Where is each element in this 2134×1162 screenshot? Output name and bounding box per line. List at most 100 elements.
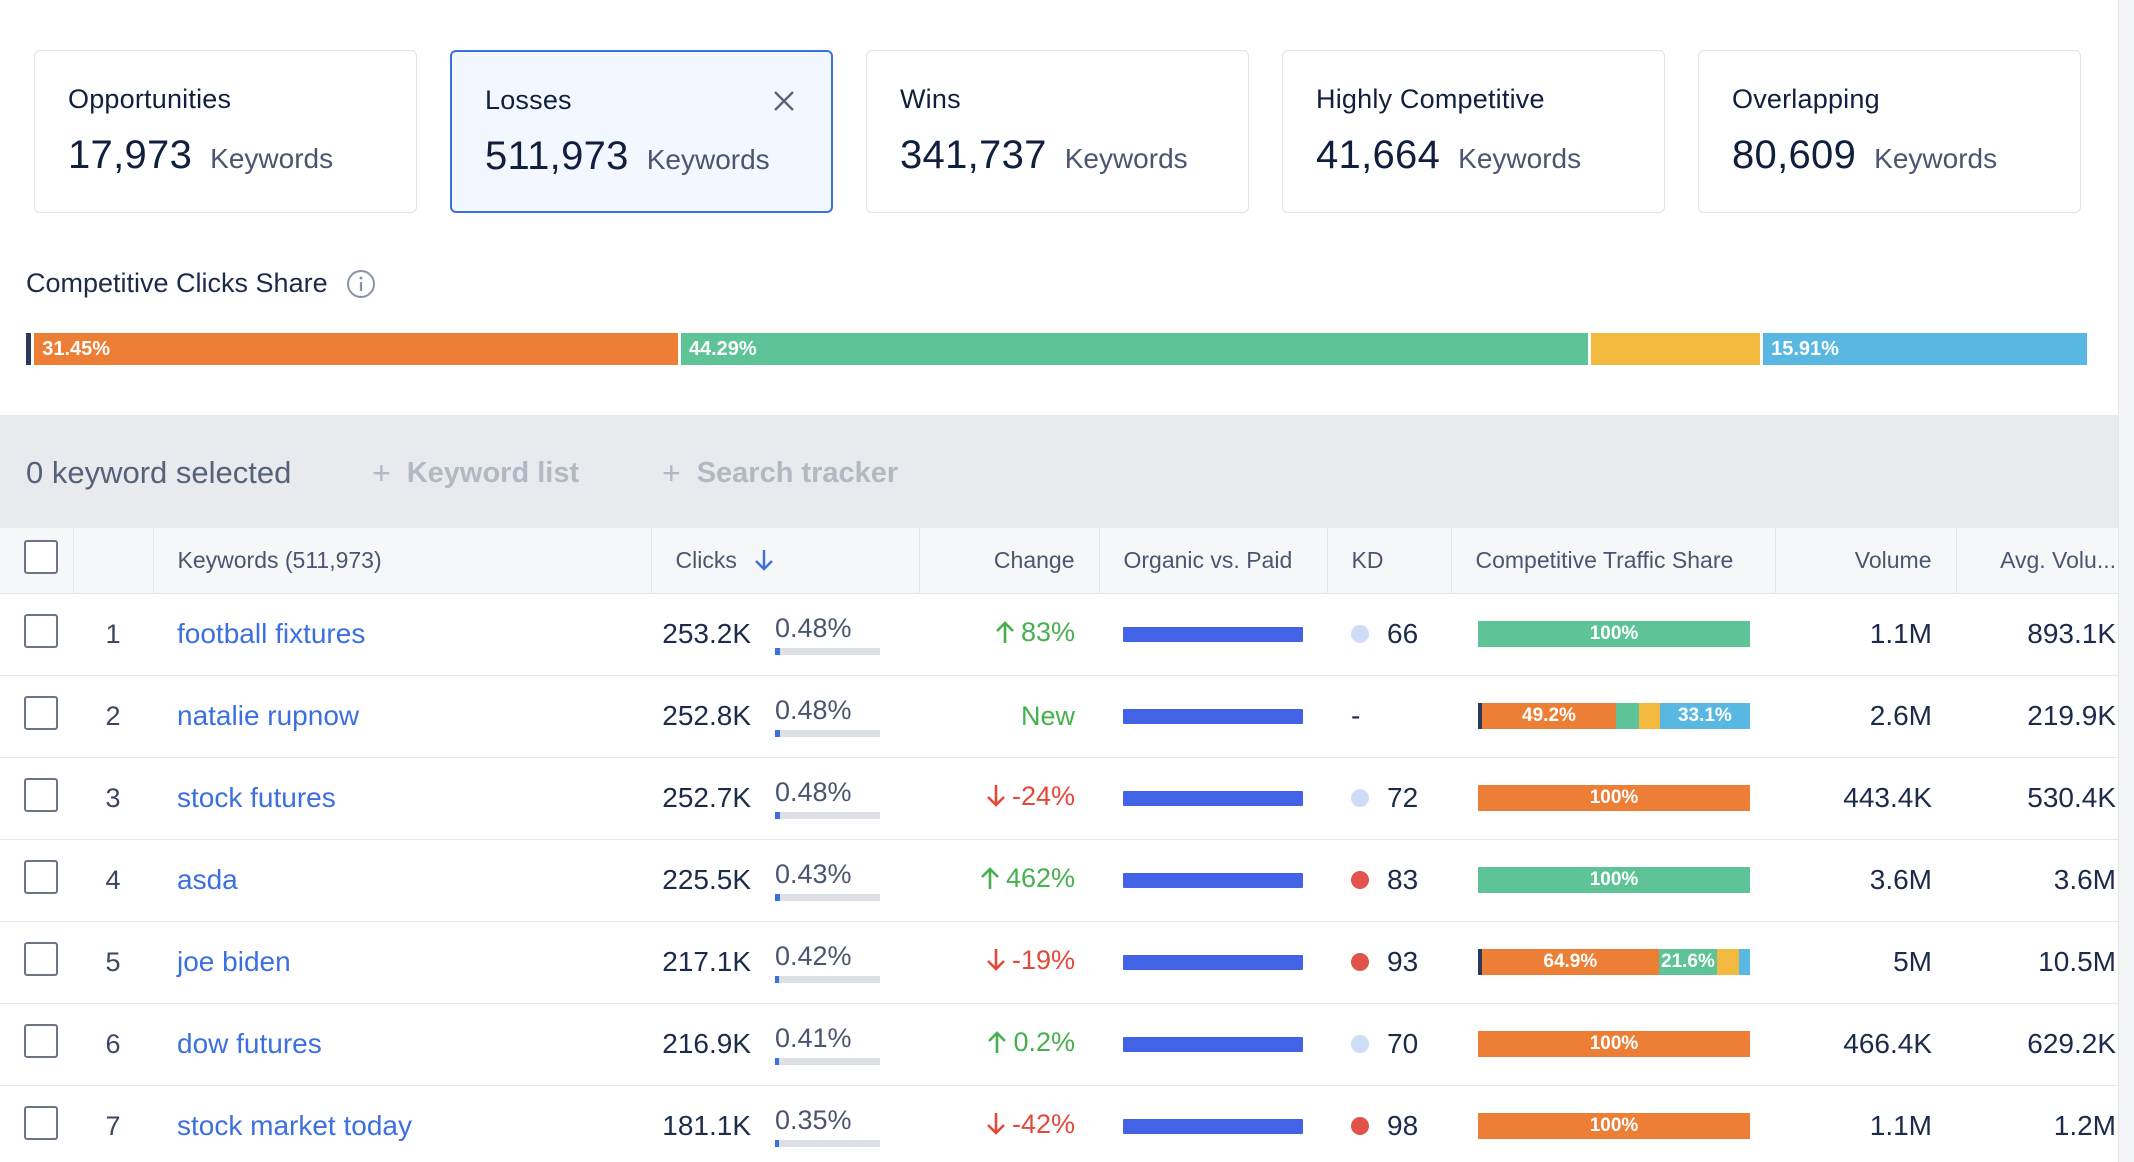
select-all-checkbox[interactable] <box>24 540 58 575</box>
summary-card[interactable]: Losses 511,973 Keywords <box>450 50 833 213</box>
table-row: 3 stock futures 252.7K 0.48% -24% 72 100% 443.4… <box>0 757 2118 840</box>
keyword-link[interactable]: football fixtures <box>177 618 366 649</box>
vertical-scrollbar[interactable] <box>2118 0 2134 1162</box>
traffic-share-bar[interactable]: 100% <box>1478 621 1750 647</box>
competitive-clicks-share-title: Competitive Clicks Share <box>26 268 376 299</box>
summary-card[interactable]: Opportunities 17,973 Keywords <box>34 50 417 213</box>
change-text: 0.2% <box>1013 1026 1075 1057</box>
close-icon[interactable] <box>771 88 797 114</box>
avg-volume-cell: 530.4K <box>1956 757 2118 840</box>
clicks-value: 225.5K <box>662 864 751 895</box>
kd-cell: 93 <box>1327 921 1451 1004</box>
row-checkbox[interactable] <box>24 941 58 976</box>
keyword-link[interactable]: joe biden <box>177 946 291 977</box>
summary-card[interactable]: Highly Competitive 41,664 Keywords <box>1282 50 1665 213</box>
summary-card[interactable]: Wins 341,737 Keywords <box>866 50 1249 213</box>
row-checkbox[interactable] <box>24 777 58 812</box>
keywords-header[interactable]: Keywords (511,973) <box>153 528 652 594</box>
select-cell <box>0 1003 73 1086</box>
add-to-search-tracker-button[interactable]: + Search tracker <box>662 455 898 492</box>
share-segment[interactable]: 15.91% <box>1763 333 2088 365</box>
clicks-share-track <box>775 976 880 983</box>
organic-vs-paid-cell <box>1099 593 1327 676</box>
card-value: 80,609 <box>1732 133 1857 177</box>
card-value-row: 17,973 Keywords <box>68 133 384 178</box>
row-checkbox[interactable] <box>24 859 58 894</box>
row-checkbox[interactable] <box>24 613 58 648</box>
keyword-link[interactable]: stock futures <box>177 782 336 813</box>
card-value: 341,737 <box>900 133 1047 177</box>
keyword-link[interactable]: dow futures <box>177 1028 322 1059</box>
change-text: 462% <box>1005 862 1075 893</box>
sort-descending-icon[interactable] <box>753 548 775 572</box>
kd-header[interactable]: KD <box>1327 528 1452 594</box>
traffic-share-bar[interactable]: 49.2% 33.1% <box>1478 703 1750 729</box>
volume-cell: 3.6M <box>1775 839 1956 922</box>
select-cell <box>0 1085 73 1162</box>
organic-vs-paid-cell <box>1099 675 1327 758</box>
row-rank: 6 <box>73 1003 153 1086</box>
volume-cell: 1.1M <box>1775 593 1956 676</box>
share-segment[interactable] <box>1591 333 1761 365</box>
change-cell: -24% <box>919 757 1099 840</box>
traffic-share-bar[interactable]: 100% <box>1478 867 1750 893</box>
avg-volume-header[interactable]: Avg. Volu... <box>1956 528 2118 594</box>
card-unit: Keywords <box>646 144 770 175</box>
card-title: Overlapping <box>1732 84 1880 114</box>
traffic-share-segment <box>1615 703 1639 729</box>
organic-vs-paid-cell <box>1099 1003 1327 1086</box>
clicks-header[interactable]: Clicks <box>651 528 920 594</box>
traffic-share-bar[interactable]: 100% <box>1478 1031 1750 1057</box>
clicks-share-fill <box>775 894 780 901</box>
row-checkbox[interactable] <box>24 1105 58 1140</box>
clicks-share-value: 0.42% <box>775 941 852 971</box>
avg-volume-cell: 1.2M <box>1956 1085 2118 1162</box>
kd-value: 66 <box>1387 618 1419 649</box>
clicks-share-track <box>775 1058 880 1065</box>
keyword-link[interactable]: natalie rupnow <box>177 700 360 731</box>
summary-cards: Opportunities 17,973 Keywords Losses 511,973… <box>34 50 2081 213</box>
avg-volume-cell: 893.1K <box>1956 593 2118 676</box>
search-tracker-label: Search tracker <box>696 457 899 489</box>
traffic-share-segment <box>1478 703 1483 729</box>
traffic-share-bar[interactable]: 100% <box>1478 785 1750 811</box>
change-header[interactable]: Change <box>919 528 1100 594</box>
summary-card[interactable]: Overlapping 80,609 Keywords <box>1698 50 2081 213</box>
change-text: 83% <box>1020 616 1075 647</box>
info-icon[interactable] <box>346 269 376 299</box>
change-value: -42% <box>986 1109 1075 1140</box>
clicks-value: 252.7K <box>662 782 751 813</box>
clicks-cell: 217.1K 0.42% <box>651 921 919 1004</box>
arrow-up-icon <box>988 1031 1007 1054</box>
traffic-share-segment: 64.9% <box>1482 949 1659 975</box>
volume-header[interactable]: Volume <box>1775 528 1957 594</box>
traffic-share-bar[interactable]: 64.9% 21.6% <box>1478 949 1750 975</box>
keyword-cell: joe biden <box>153 921 651 1004</box>
organic-vs-paid-header[interactable]: Organic vs. Paid <box>1099 528 1328 594</box>
share-segment[interactable]: 31.45% <box>34 333 678 365</box>
kd-cell: 66 <box>1327 593 1451 676</box>
arrow-down-icon <box>987 949 1005 972</box>
clicks-cell: 252.7K 0.48% <box>651 757 919 840</box>
keyword-link[interactable]: stock market today <box>177 1110 412 1141</box>
add-to-keyword-list-button[interactable]: + Keyword list <box>372 455 579 492</box>
row-checkbox[interactable] <box>24 695 58 730</box>
select-all-cell <box>0 528 74 594</box>
clicks-cell: 216.9K 0.41% <box>651 1003 919 1086</box>
share-segment[interactable]: 44.29% <box>680 333 1589 365</box>
row-checkbox[interactable] <box>24 1023 58 1058</box>
competitive-traffic-share-cell: 100% <box>1451 593 1775 676</box>
clicks-share-track <box>775 730 880 737</box>
keyword-list-label: Keyword list <box>406 457 580 489</box>
arrow-up-icon <box>981 867 999 890</box>
traffic-share-bar[interactable]: 100% <box>1478 1113 1750 1139</box>
share-segment[interactable] <box>26 333 32 365</box>
card-title: Wins <box>900 84 961 114</box>
clicks-cell: 253.2K 0.48% <box>651 593 919 676</box>
change-value: 462% <box>980 863 1075 894</box>
competitive-traffic-share-header[interactable]: Competitive Traffic Share <box>1451 528 1776 594</box>
keyword-link[interactable]: asda <box>177 864 238 895</box>
row-rank: 4 <box>73 839 153 922</box>
clicks-share-track <box>775 812 880 819</box>
clicks-share-value: 0.41% <box>775 1023 852 1053</box>
